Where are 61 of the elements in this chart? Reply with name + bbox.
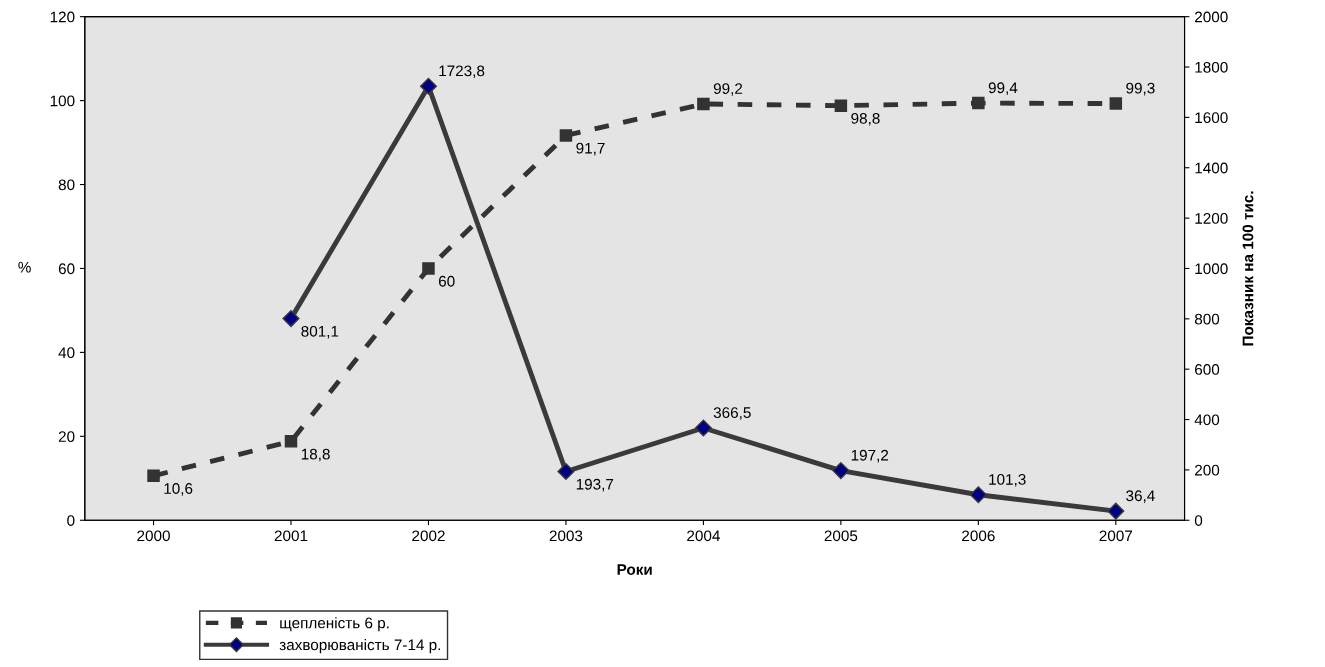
legend-label: щепленість 6 р. [280,617,389,632]
y2-tick-label: 1400 [1195,162,1228,174]
x-tick-label: 2001 [274,530,308,542]
data-label: 10,6 [164,483,193,496]
point [1109,97,1123,110]
data-label: 36,4 [1126,490,1155,503]
y2-tick-label: 1800 [1195,61,1228,73]
y-axis-title: % [18,261,31,273]
data-label: 99,4 [988,82,1018,95]
y2-tick-label: 1200 [1195,212,1228,224]
y2-tick-label: 0 [1194,515,1203,526]
y-tick-label: 80 [58,179,75,191]
point [969,486,987,504]
y2-tick-label: 1000 [1195,263,1228,275]
x-axis-title: Роки [617,564,652,575]
y-tick-label: 100 [50,95,75,107]
data-label: 99,2 [713,83,743,96]
x-tick-label: 2005 [824,530,858,542]
point [284,435,298,448]
y2-tick-label: 800 [1194,313,1220,325]
point [419,77,438,95]
y-tick-label: 40 [58,347,75,359]
data-label: 801,1 [301,325,339,339]
data-label: 98,8 [851,112,880,126]
point [282,309,300,328]
x-tick-label: 2000 [137,530,170,542]
y-tick-label: 20 [58,431,75,443]
x-tick-label: 2004 [687,530,720,542]
data-label: 91,7 [576,142,605,156]
point [697,97,710,111]
x-tick-label: 2006 [962,530,995,542]
point [972,96,985,110]
legend-label: захворюваність 7-14 р. [279,639,441,654]
data-label: 193,7 [576,478,614,492]
data-label: 18,8 [301,448,330,462]
data-label: 1723,8 [439,65,485,79]
y2-tick-label: 200 [1195,464,1220,476]
point [834,99,848,112]
y-tick-label: 120 [50,11,75,23]
point [694,419,712,437]
y2-tick-label: 2000 [1195,11,1228,23]
y-tick-label: 0 [67,515,75,526]
point [832,462,850,480]
y-tick-label: 60 [58,263,75,275]
point [422,262,435,275]
point [1107,502,1125,520]
data-label: 60 [438,275,455,287]
x-tick-label: 2003 [549,530,583,542]
y2-tick-label: 1600 [1195,112,1228,124]
point [147,469,160,483]
data-label: 101,3 [989,473,1026,487]
data-label: 366,5 [713,407,751,420]
x-tick-label: 2007 [1099,530,1133,542]
y2-axis-title: Показник на 100 тис. [1242,191,1254,346]
point [559,129,573,142]
point [557,462,575,481]
x-tick-label: 2002 [412,530,445,542]
y2-tick-label: 400 [1194,414,1220,426]
data-label: 197,2 [851,449,889,463]
y2-tick-label: 600 [1195,364,1220,375]
data-label: 99,3 [1126,82,1155,96]
